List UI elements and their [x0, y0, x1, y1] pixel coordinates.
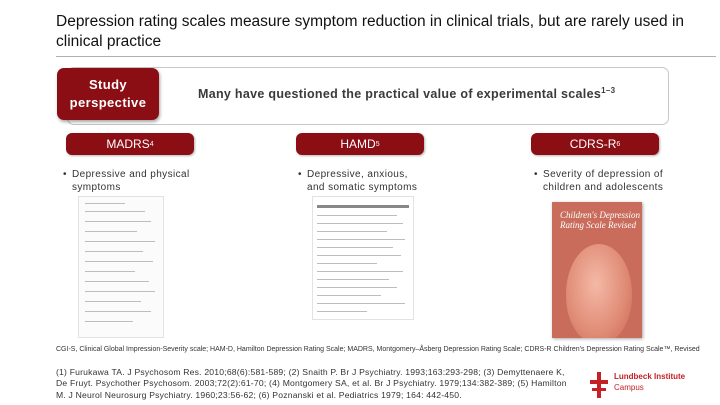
madrs-bullet: • Depressive and physical symptoms — [63, 168, 202, 194]
study-perspective-box: Study perspective — [57, 68, 159, 120]
cover-egg-graphic — [566, 244, 632, 338]
hamd-header-label: HAMD — [340, 137, 376, 151]
logo-sub: Campus — [614, 383, 644, 392]
cdrs-header-label: CDRS-R — [569, 137, 617, 151]
madrs-header: MADRS 4 — [66, 133, 194, 155]
banner-text: Many have questioned the practical value… — [198, 86, 615, 101]
banner-superscript: 1–3 — [601, 86, 616, 95]
cdrs-header: CDRS-R 6 — [531, 133, 659, 155]
bullet-dot: • — [298, 169, 302, 180]
cdrs-bullet: • Severity of depression of children and … — [534, 168, 693, 194]
abbreviations-footnote: CGI-S, Clinical Global Impression-Severi… — [56, 346, 700, 353]
lundbeck-logo-icon — [590, 372, 608, 398]
hamd-header: HAMD 5 — [296, 133, 424, 155]
study-perspective-label: Study perspective — [69, 77, 147, 110]
bullet-dot: • — [63, 169, 67, 180]
banner-statement: Many have questioned the practical value… — [198, 87, 602, 102]
title-divider — [56, 56, 716, 57]
madrs-superscript: 4 — [149, 140, 154, 148]
madrs-document-image — [78, 196, 164, 338]
madrs-header-label: MADRS — [106, 137, 150, 151]
hamd-bullet: • Depressive, anxious, and somatic sympto… — [298, 168, 427, 194]
references: (1) Furukawa TA. J Psychosom Res. 2010;6… — [56, 367, 567, 400]
cdrs-bullet-text: Severity of depression of children and a… — [543, 169, 664, 193]
cdrs-cover-image: Children's Depression Rating Scale Revis… — [552, 202, 642, 338]
hamd-bullet-text: Depressive, anxious, and somatic symptom… — [307, 169, 418, 193]
hamd-document-image — [312, 196, 414, 320]
hamd-superscript: 5 — [375, 140, 380, 148]
logo-name: Lundbeck Institute — [614, 372, 686, 381]
slide-title: Depression rating scales measure symptom… — [56, 13, 685, 50]
cdrs-superscript: 6 — [616, 140, 621, 148]
madrs-bullet-text: Depressive and physical symptoms — [72, 169, 190, 193]
lundbeck-logo: Lundbeck Institute Campus — [588, 371, 716, 401]
bullet-dot: • — [534, 169, 538, 180]
perspective-banner — [67, 67, 669, 125]
cdrs-cover-title: Children's Depression Rating Scale Revis… — [560, 210, 641, 230]
